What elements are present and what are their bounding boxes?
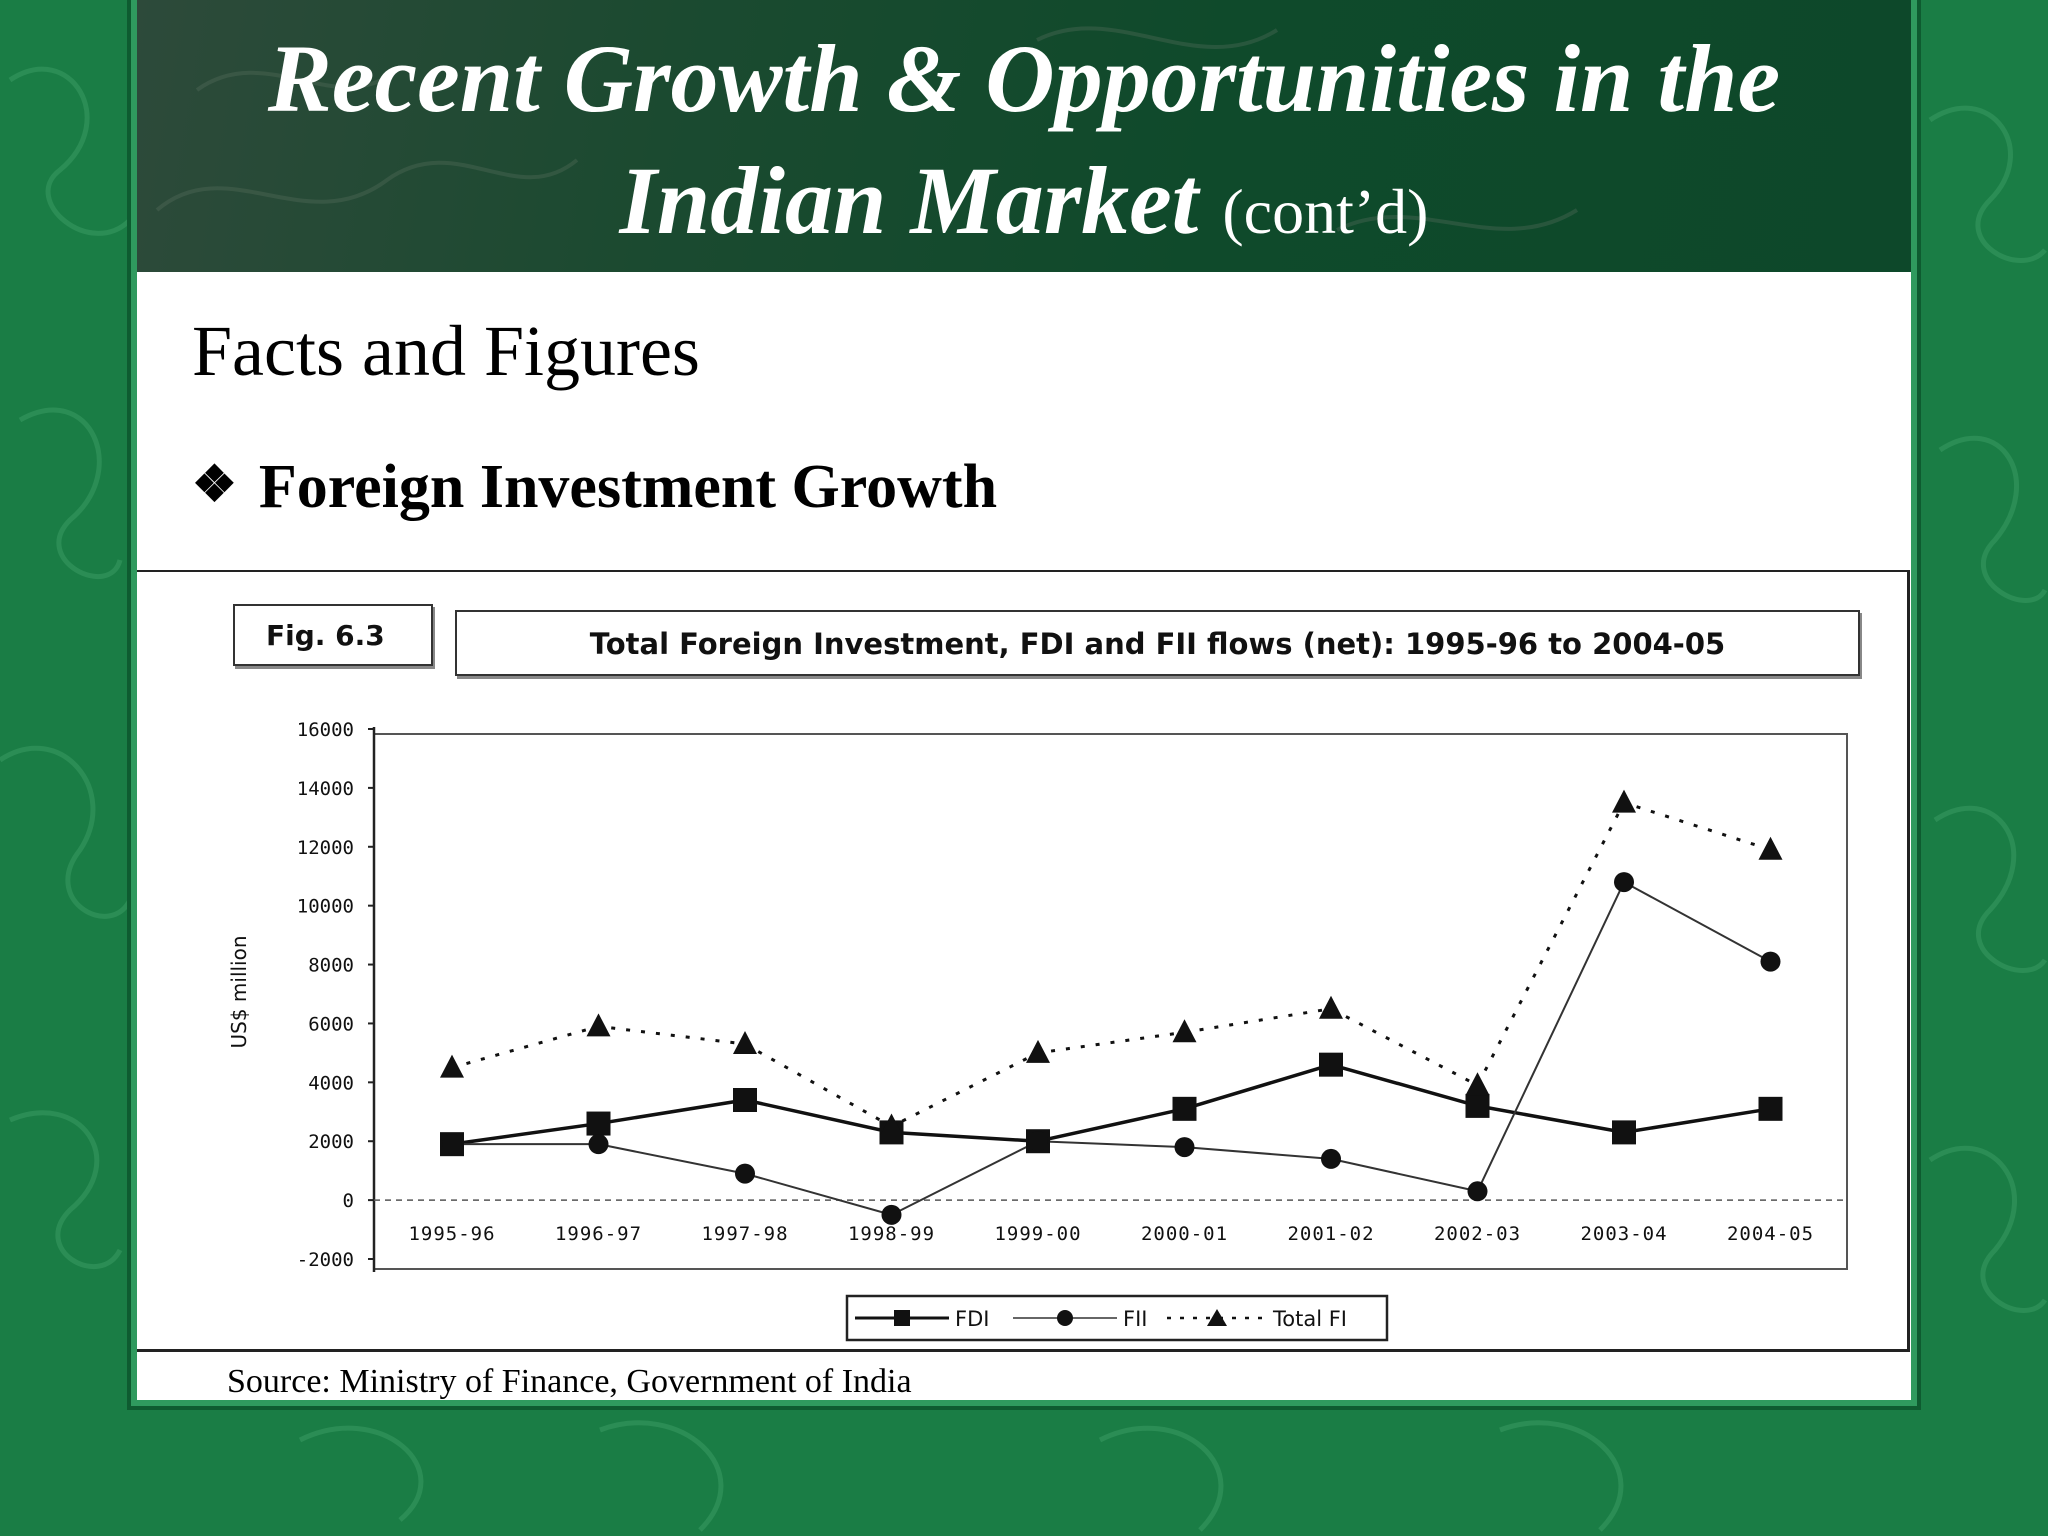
line-chart: 16000 14000 12000 10000 8000 6000 4000 2000 0 -20…	[227, 719, 1848, 1342]
point-total-fi	[1172, 1019, 1197, 1043]
point-total-fi	[1319, 995, 1343, 1019]
point-fdi	[1758, 1096, 1783, 1121]
y-tick-label: 16000	[297, 719, 354, 741]
point-fdi	[586, 1111, 611, 1136]
y-tick-label: 6000	[308, 1013, 354, 1035]
point-fii	[881, 1204, 902, 1225]
point-total-fi	[733, 1031, 757, 1055]
y-tick-label: 2000	[308, 1131, 354, 1153]
point-fdi	[1465, 1093, 1490, 1118]
source-note: Source: Ministry of Finance, Government …	[227, 1363, 912, 1400]
bullet-text: Foreign Investment Growth	[258, 453, 998, 521]
y-axis-label: US$ million	[227, 935, 251, 1048]
x-tick-label: 1998-99	[848, 1223, 935, 1245]
title-band: Recent Growth & Opportunities in the Ind…	[137, 0, 1911, 272]
legend-total-marker	[1207, 1309, 1227, 1326]
point-fii	[1174, 1137, 1195, 1158]
point-total-fi	[1465, 1072, 1490, 1096]
x-tick-label: 1995-96	[408, 1223, 495, 1245]
series-line-fdi	[451, 1062, 1771, 1146]
y-tick-label: 14000	[297, 778, 354, 800]
slide-panel: Recent Growth & Opportunities in the Ind…	[137, 0, 1911, 1400]
x-tick-label: 2002-03	[1434, 1223, 1521, 1245]
section-title: Facts and Figures	[192, 311, 700, 391]
y-tick-label: 10000	[297, 896, 354, 918]
legend-fii-marker	[1057, 1310, 1073, 1326]
x-tick-label: 2003-04	[1580, 1223, 1667, 1245]
y-tick-label: 8000	[308, 955, 354, 977]
slide-title-line2: Indian Market	[619, 147, 1199, 254]
x-tick-label: 2001-02	[1287, 1223, 1374, 1245]
point-fii	[735, 1163, 755, 1184]
legend-fdi-marker	[894, 1310, 910, 1326]
point-total-fi	[586, 1013, 611, 1037]
legend-total-label: Total FI	[1272, 1307, 1347, 1331]
point-fii	[1321, 1148, 1341, 1169]
x-tick-label: 1999-00	[994, 1223, 1081, 1245]
series-line-fii	[452, 881, 1771, 1216]
series-line-total-fi	[451, 801, 1771, 1128]
point-total-fi	[440, 1054, 464, 1078]
point-fdi	[1319, 1052, 1343, 1077]
diamond-bullet-icon: ❖	[192, 456, 237, 512]
chart-title: Total Foreign Investment, FDI and FII fl…	[455, 610, 1860, 676]
bullet-item: ❖ Foreign Investment Growth	[192, 452, 997, 523]
point-total-fi	[879, 1113, 904, 1137]
title-band-texture	[155, 26, 1579, 232]
figure-label: Fig. 6.3	[233, 604, 433, 666]
point-fdi	[1612, 1120, 1636, 1145]
y-tick-label: 0	[343, 1190, 354, 1212]
point-fii	[1467, 1181, 1488, 1202]
slide-title: Recent Growth & Opportunities in the Ind…	[137, 18, 1911, 272]
point-total-fi	[1758, 836, 1783, 860]
point-total-fi	[1612, 789, 1636, 813]
chart-frame: Fig. 6.3 Total Foreign Investment, FDI a…	[137, 570, 1910, 1352]
point-fdi	[733, 1088, 757, 1112]
plot-area	[373, 733, 1848, 1270]
x-tick-label: 1996-97	[555, 1223, 642, 1245]
point-fii	[1028, 1131, 1048, 1152]
x-tick-label: 2000-01	[1141, 1223, 1228, 1245]
slide-title-suffix: (cont’d)	[1222, 176, 1429, 247]
point-fii	[1760, 951, 1781, 972]
legend: FDI FII Total FI	[845, 1294, 1389, 1342]
legend-fdi-label: FDI	[955, 1307, 989, 1331]
y-tick-label: -2000	[297, 1249, 354, 1271]
x-tick-label: 2004-05	[1727, 1223, 1814, 1245]
y-tick-label: 12000	[297, 837, 354, 859]
y-tick-label: 4000	[308, 1072, 354, 1094]
point-total-fi	[1026, 1039, 1050, 1063]
point-fdi	[1172, 1096, 1197, 1121]
slide-title-line1: Recent Growth & Opportunities in the	[267, 25, 1781, 132]
point-fii	[442, 1134, 462, 1155]
point-fii	[1614, 872, 1634, 893]
x-tick-label: 1997-98	[701, 1223, 788, 1245]
point-fii	[588, 1134, 609, 1155]
legend-fii-label: FII	[1123, 1307, 1147, 1331]
